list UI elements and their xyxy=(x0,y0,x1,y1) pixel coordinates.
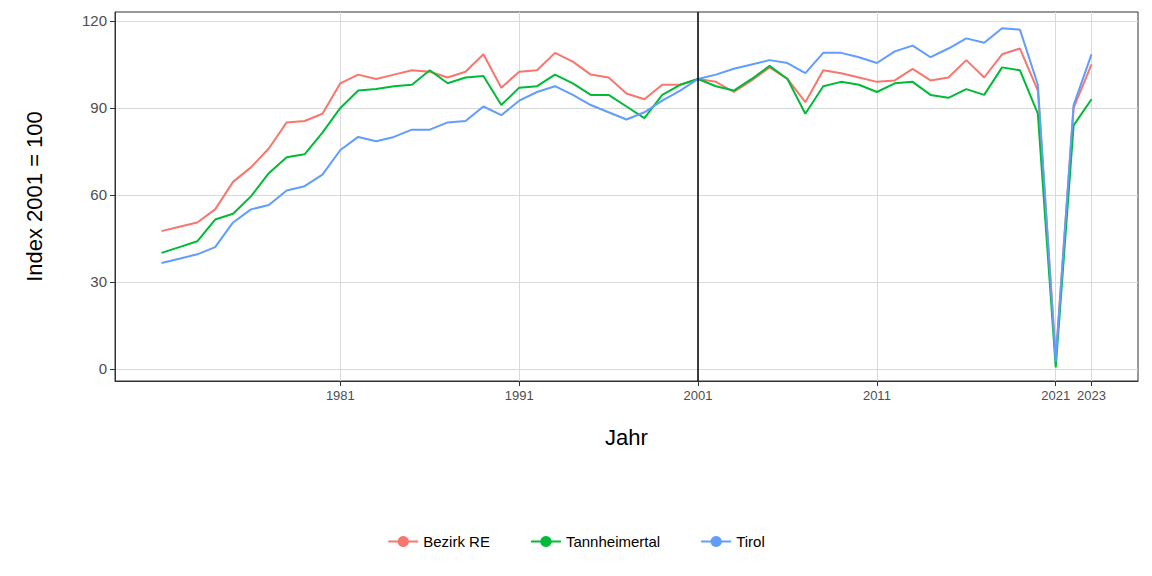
svg-text:0: 0 xyxy=(99,360,107,377)
svg-text:Tirol: Tirol xyxy=(736,533,765,550)
svg-text:90: 90 xyxy=(90,99,107,116)
svg-text:30: 30 xyxy=(90,273,107,290)
svg-text:60: 60 xyxy=(90,186,107,203)
svg-text:2023: 2023 xyxy=(1077,388,1106,403)
svg-text:2011: 2011 xyxy=(863,388,891,403)
svg-text:2021: 2021 xyxy=(1041,388,1070,403)
svg-text:2001: 2001 xyxy=(684,388,713,403)
svg-text:Jahr: Jahr xyxy=(605,425,648,450)
svg-text:1991: 1991 xyxy=(505,388,534,403)
svg-text:120: 120 xyxy=(82,12,107,29)
svg-text:1981: 1981 xyxy=(326,388,355,403)
svg-text:Tannheimertal: Tannheimertal xyxy=(566,533,660,550)
svg-text:Index 2001 = 100: Index 2001 = 100 xyxy=(22,111,47,282)
svg-text:Bezirk RE: Bezirk RE xyxy=(423,533,490,550)
